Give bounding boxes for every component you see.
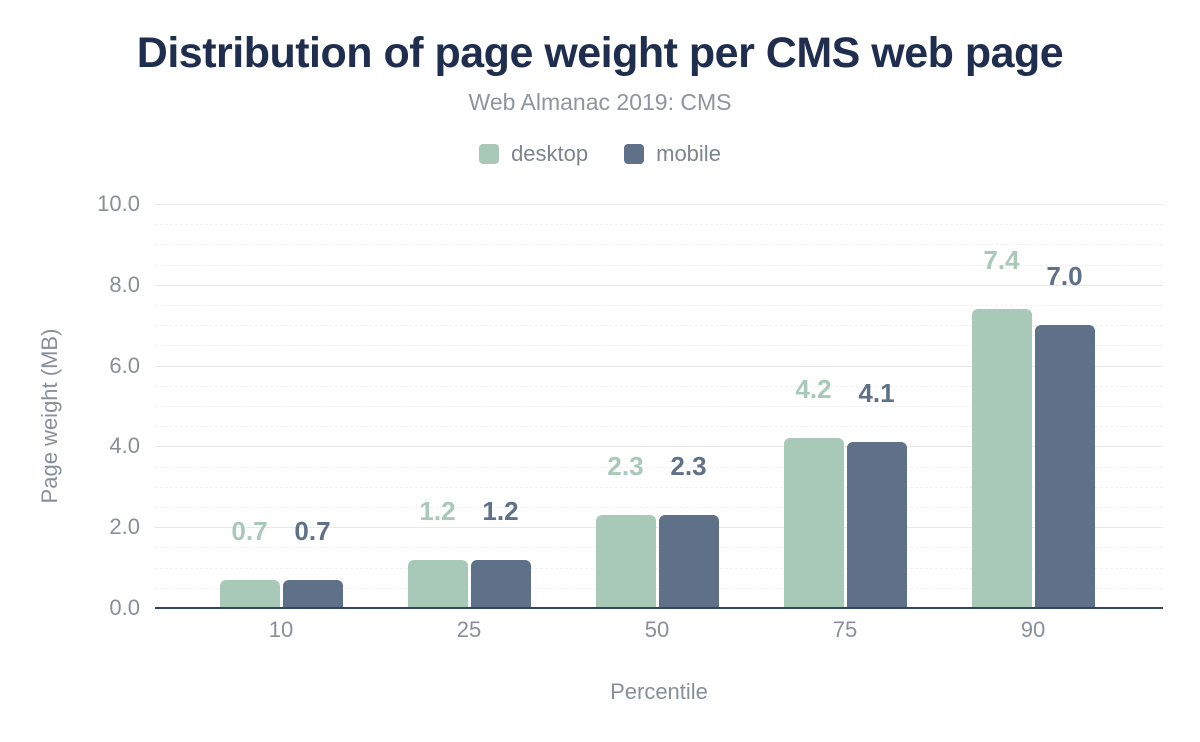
bar-mobile-p90[interactable]: [1034, 325, 1095, 608]
gridline-y-4.5: [155, 426, 1163, 428]
y-tick-10.0: 10.0: [97, 191, 140, 216]
gridline-y-4: [155, 446, 1163, 448]
y-tick-8.0: 8.0: [109, 271, 140, 297]
x-axis-line: [155, 607, 1163, 609]
legend-item-mobile[interactable]: mobile: [624, 142, 721, 166]
gridline-y-6: [155, 365, 1163, 367]
gridline-y-10: [155, 204, 1163, 205]
gridline-y-9: [155, 244, 1163, 246]
x-axis-title: Percentile: [610, 679, 708, 704]
bar-label-mobile-p50: 2.3: [670, 451, 707, 482]
gridline-y-9.5: [155, 224, 1163, 226]
y-tick-6.0: 6.0: [109, 352, 140, 378]
x-tick-50: 50: [644, 617, 670, 642]
gridline-y-3.5: [155, 466, 1163, 468]
gridline-y-5.5: [155, 385, 1163, 387]
chart-title: Distribution of page weight per CMS web …: [136, 29, 1064, 77]
y-tick-4.0: 4.0: [109, 433, 140, 459]
bar-desktop-p10[interactable]: [219, 579, 280, 608]
x-tick-90: 90: [1020, 617, 1046, 642]
gridline-y-3: [155, 486, 1163, 488]
gridline-y-6.5: [155, 345, 1163, 347]
bar-label-mobile-p25: 1.2: [482, 495, 519, 526]
bar-desktop-p90[interactable]: [971, 309, 1032, 608]
legend-swatch-mobile-icon: [624, 144, 645, 164]
legend-swatch-desktop-icon: [479, 144, 500, 164]
bar-label-desktop-p75: 4.2: [795, 374, 832, 405]
bar-desktop-p75[interactable]: [783, 438, 844, 608]
legend: desktop mobile: [0, 142, 1200, 166]
chart-subtitle: Web Almanac 2019: CMS: [468, 89, 732, 115]
legend-item-desktop[interactable]: desktop: [479, 142, 588, 166]
y-tick-2.0: 2.0: [109, 514, 140, 540]
gridline-y-2.5: [155, 507, 1163, 508]
legend-label-mobile: mobile: [656, 141, 721, 166]
gridline-y-5: [155, 406, 1163, 407]
bar-mobile-p10[interactable]: [282, 579, 343, 608]
bar-label-mobile-p75: 4.1: [858, 378, 895, 409]
bar-label-desktop-p50: 2.3: [607, 451, 644, 482]
x-tick-10: 10: [268, 617, 294, 642]
bar-desktop-p25[interactable]: [407, 559, 468, 608]
bar-label-mobile-p90: 7.0: [1046, 261, 1083, 292]
bar-mobile-p50[interactable]: [658, 515, 719, 608]
x-tick-25: 25: [456, 617, 482, 642]
bar-label-mobile-p10: 0.7: [294, 515, 331, 546]
gridline-y-7: [155, 325, 1163, 327]
bar-mobile-p75[interactable]: [846, 442, 907, 608]
bar-label-desktop-p90: 7.4: [983, 245, 1020, 276]
y-tick-0.0: 0.0: [109, 595, 140, 620]
legend-label-desktop: desktop: [511, 141, 589, 166]
gridline-y-8: [155, 284, 1163, 286]
bar-label-desktop-p10: 0.7: [231, 515, 268, 546]
bar-label-desktop-p25: 1.2: [419, 495, 456, 526]
gridline-y-7.5: [155, 305, 1163, 306]
bar-desktop-p50[interactable]: [595, 515, 656, 608]
gridline-y-8.5: [155, 264, 1163, 266]
bar-mobile-p25[interactable]: [470, 559, 531, 608]
x-tick-75: 75: [832, 617, 858, 642]
